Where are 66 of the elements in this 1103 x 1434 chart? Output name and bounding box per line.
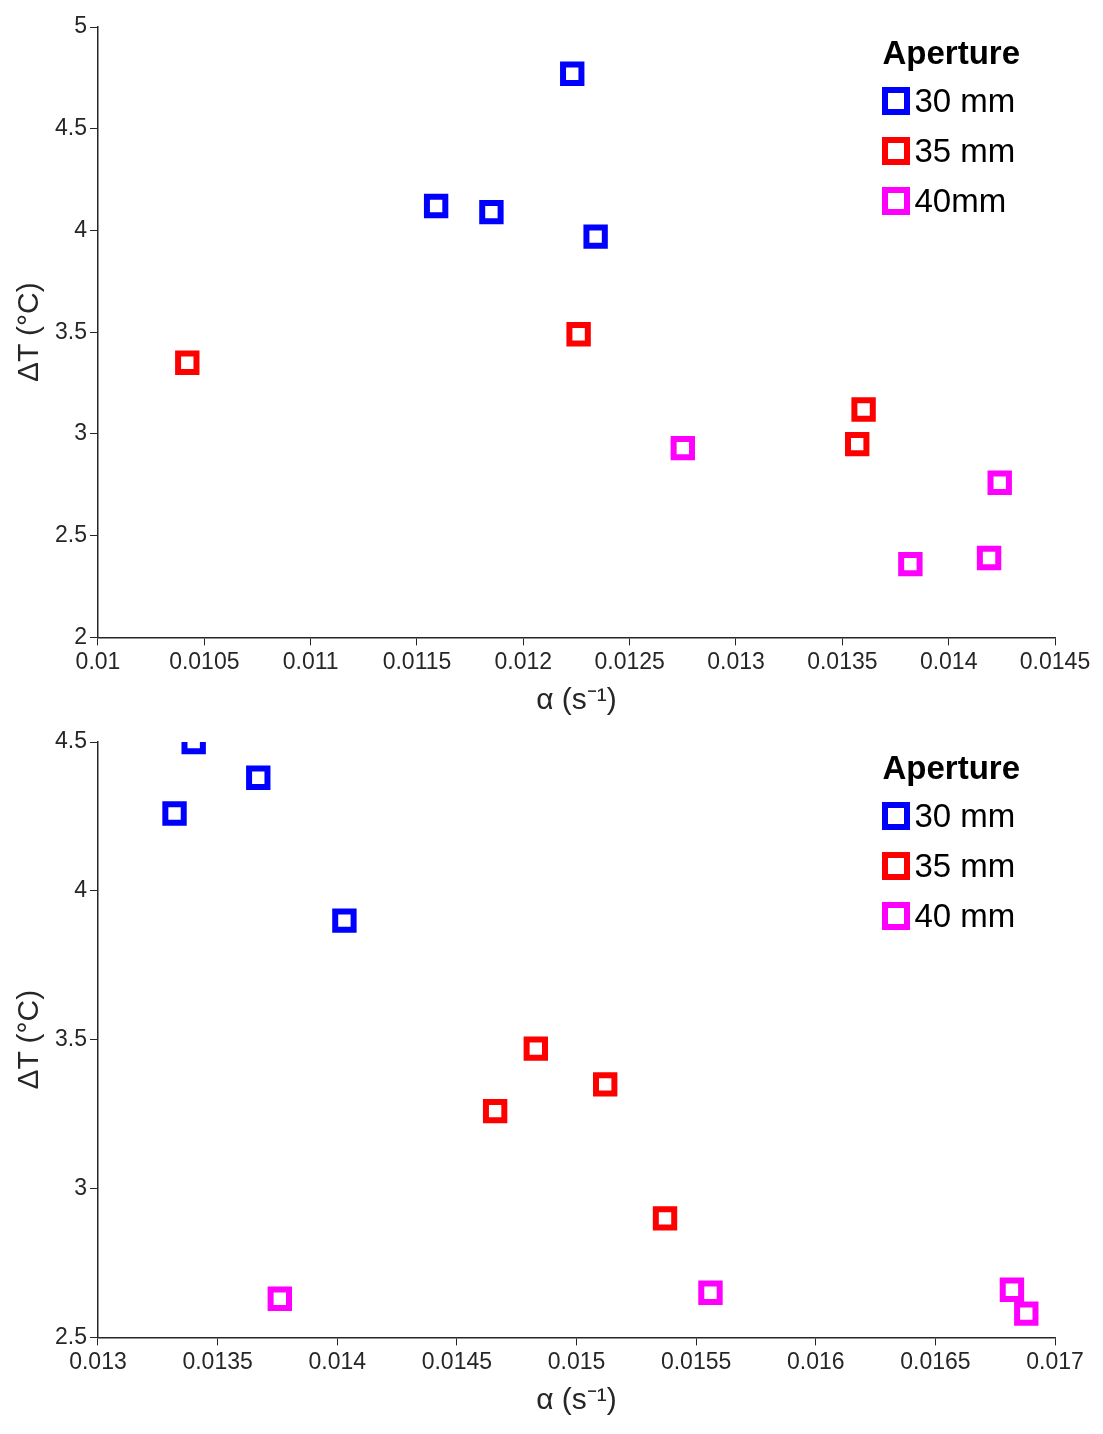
point [175,350,200,375]
x-tick-label: 0.0135 [807,647,878,674]
y-tick-label: 5 [74,12,87,39]
legend-label: 40mm [914,182,1007,220]
x-tick-label: 0.016 [786,1347,845,1374]
point [987,470,1012,495]
x-tick-label: 0.01 [75,647,121,674]
x-tick-label: 0.017 [1026,1347,1084,1374]
y-tick-label: 3.5 [54,317,87,344]
x-tick-label: 0.0145 [1019,647,1091,674]
y-tick-label: 2 [74,622,87,649]
point [162,801,187,826]
x-tick-label: 0.0165 [900,1347,971,1374]
point [560,61,585,86]
x-tick-label: 0.0115 [382,647,452,674]
x-tick-label: 0.0105 [169,647,240,674]
point [698,1280,723,1305]
point [423,193,449,219]
point [246,765,271,790]
point [583,224,608,249]
x-tick-label: 0.0125 [594,647,665,674]
y-tick-label: 3 [74,419,87,446]
legend-label: 40 mm [914,897,1016,935]
point [976,545,1002,571]
x-tick-label: 0.0145 [421,1347,493,1374]
x-axis-title: α (s⁻¹) [536,1382,617,1416]
x-axis-title: α (s⁻¹) [536,682,617,716]
point [652,1206,678,1231]
point [851,397,876,422]
legend-title: Aperture [882,749,1020,787]
y-tick-label: 4.5 [54,727,87,754]
legend-label: 30 mm [914,797,1016,835]
point [1014,1301,1039,1326]
y-tick-label: 4 [74,876,88,903]
legend-title: Aperture [882,34,1020,72]
x-tick-label: 0.015 [547,1347,606,1374]
y-tick-label: 4 [74,215,88,242]
point [845,431,870,457]
point [670,435,696,461]
x-tick-label: 0.013 [69,1347,127,1374]
y-tick-label: 4.5 [54,114,87,141]
point [479,199,504,225]
x-tick-label: 0.014 [308,1347,367,1374]
y-tick-label: 3 [74,1173,87,1200]
x-tick-label: 0.011 [282,647,339,674]
y-axis-title: ΔT (°C) [11,989,45,1090]
point [267,1286,292,1311]
point [898,551,923,577]
x-tick-label: 0.0155 [660,1347,732,1374]
point [593,1072,618,1097]
y-tick-label: 2.5 [54,521,87,548]
point [482,1098,508,1124]
x-tick-label: 0.014 [919,647,978,674]
y-tick-label: 3.5 [54,1025,87,1052]
legend-label: 35 mm [914,132,1016,170]
point [332,908,357,933]
point [523,1036,549,1061]
point [566,322,591,347]
legend-label: 30 mm [914,82,1016,120]
point [999,1277,1025,1302]
x-tick-label: 0.013 [707,647,765,674]
y-axis-title: ΔT (°C) [11,282,45,383]
x-tick-label: 0.0135 [182,1347,253,1374]
legend-label: 35 mm [914,847,1016,885]
x-tick-label: 0.012 [494,647,553,674]
y-tick-label: 2.5 [54,1322,87,1349]
